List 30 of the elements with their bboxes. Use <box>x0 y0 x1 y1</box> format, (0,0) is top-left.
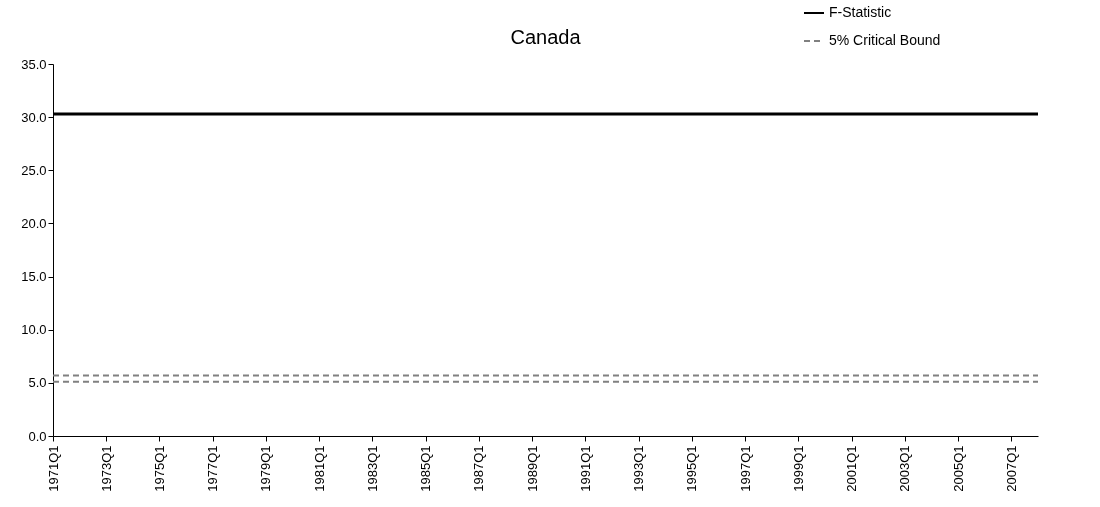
y-tick-label: 0.0 <box>28 428 47 444</box>
chart-title: Canada <box>510 26 582 48</box>
x-tick-label: 1997Q1 <box>737 445 753 492</box>
y-tick-label: 20.0 <box>21 215 47 231</box>
x-tick-label: 1999Q1 <box>790 445 806 492</box>
y-tick-label: 5.0 <box>28 375 47 391</box>
y-tick-label: 15.0 <box>21 269 47 285</box>
y-tick-label: 10.0 <box>21 322 47 338</box>
x-tick-label: 1973Q1 <box>98 445 114 492</box>
y-tick-label: 35.0 <box>21 56 47 72</box>
legend-label: F-Statistic <box>829 4 892 20</box>
x-tick-label: 1981Q1 <box>311 445 327 492</box>
x-tick-label: 1977Q1 <box>205 445 221 492</box>
x-tick-label: 1987Q1 <box>471 445 487 492</box>
x-tick-label: 2005Q1 <box>950 445 966 492</box>
x-tick-label: 1993Q1 <box>631 445 647 492</box>
x-tick-label: 2001Q1 <box>844 445 860 492</box>
legend-label: 5% Critical Bound <box>829 32 941 48</box>
x-tick-label: 2007Q1 <box>1003 445 1019 492</box>
x-tick-label: 1975Q1 <box>151 445 167 492</box>
x-tick-label: 1989Q1 <box>524 445 540 492</box>
y-tick-label: 30.0 <box>21 109 47 125</box>
x-tick-label: 1991Q1 <box>577 445 593 492</box>
x-tick-label: 1983Q1 <box>364 445 380 492</box>
x-tick-label: 1971Q1 <box>45 445 61 492</box>
x-tick-label: 1985Q1 <box>418 445 434 492</box>
x-tick-label: 1995Q1 <box>684 445 700 492</box>
x-tick-label: 2003Q1 <box>897 445 913 492</box>
y-tick-label: 25.0 <box>21 162 47 178</box>
x-tick-label: 1979Q1 <box>258 445 274 492</box>
